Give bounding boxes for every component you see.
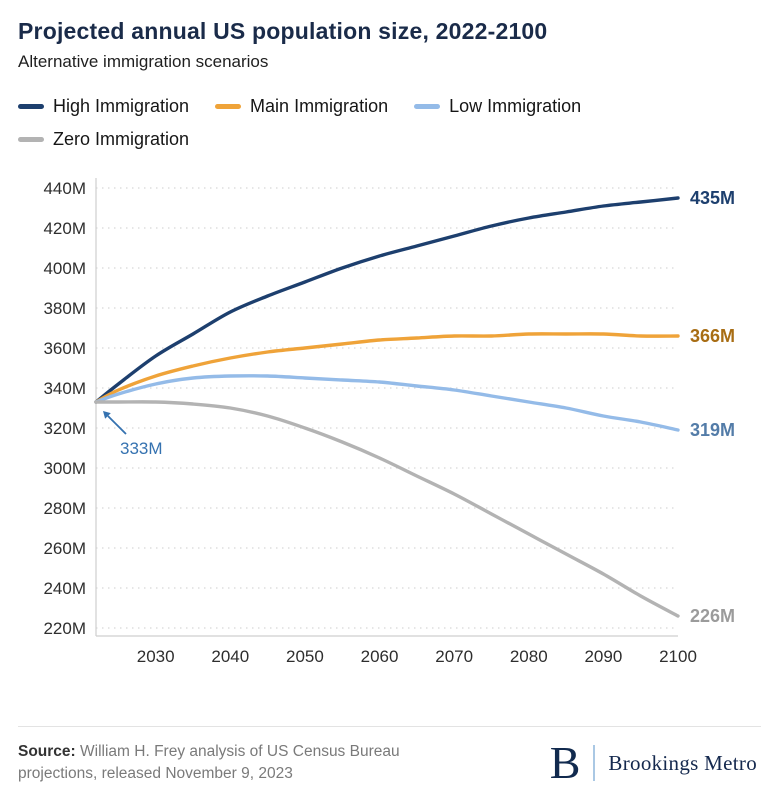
brookings-logo: B Brookings Metro [550, 740, 761, 786]
legend-swatch [18, 104, 44, 109]
series-end-label-zero-immigration: 226M [690, 606, 735, 626]
brookings-name: Brookings Metro [608, 750, 757, 775]
annotation-arrow [107, 415, 127, 435]
x-tick-label: 2050 [286, 647, 324, 666]
legend-swatch [18, 137, 44, 142]
source-body: William H. Frey analysis of US Census Bu… [18, 742, 400, 782]
x-tick-label: 2040 [211, 647, 249, 666]
footer: Source: William H. Frey analysis of US C… [18, 726, 761, 786]
brookings-b-letter: B [549, 737, 581, 788]
legend-label: Zero Immigration [53, 129, 190, 149]
legend: High Immigration Main Immigration Low Immi… [18, 96, 658, 150]
y-tick-label: 420M [43, 219, 86, 238]
x-tick-label: 2080 [510, 647, 548, 666]
y-tick-label: 340M [43, 379, 86, 398]
legend-label: Low Immigration [449, 96, 582, 116]
y-tick-label: 440M [43, 179, 86, 198]
legend-item-zero-immigration: Zero Immigration [18, 129, 189, 150]
series-end-label-high-immigration: 435M [690, 188, 735, 208]
chart-subtitle: Alternative immigration scenarios [18, 52, 269, 71]
chart-svg: 220M 240M 260M 280M 300M 320M 340M 360M 380M 400M… [43, 178, 735, 666]
series-end-label-low-immigration: 319M [690, 420, 735, 440]
y-tick-label: 320M [43, 419, 86, 438]
legend-item-low-immigration: Low Immigration [414, 96, 581, 117]
y-tick-label: 360M [43, 339, 86, 358]
y-tick-label: 300M [43, 459, 86, 478]
series-line-high-immigration [94, 196, 680, 404]
legend-swatch [215, 104, 242, 109]
legend-label: Main Immigration [250, 96, 389, 116]
x-tick-label: 2070 [435, 647, 473, 666]
legend-item-high-immigration: High Immigration [18, 96, 189, 117]
x-tick-label: 2100 [659, 647, 697, 666]
y-tick-label: 260M [43, 539, 86, 558]
y-tick-label: 380M [43, 299, 86, 318]
x-tick-label: 2060 [361, 647, 399, 666]
y-tick-label: 400M [43, 259, 86, 278]
legend-item-main-immigration: Main Immigration [215, 96, 388, 117]
series-end-label-main-immigration: 366M [690, 326, 735, 346]
logo-divider [593, 745, 596, 781]
annotation-arrowhead [103, 411, 111, 419]
line-chart: 220M 240M 260M 280M 300M 320M 340M 360M 380M 400M… [18, 158, 761, 726]
legend-label: High Immigration [53, 96, 190, 116]
series-line-low-immigration [94, 374, 680, 432]
source-text: Source: William H. Frey analysis of US C… [18, 741, 458, 786]
y-tick-label: 220M [43, 619, 86, 638]
y-tick-label: 280M [43, 499, 86, 518]
y-tick-label: 240M [43, 579, 86, 598]
series-line-main-immigration [94, 332, 680, 404]
legend-swatch [414, 104, 441, 109]
source-label: Source: [18, 742, 76, 760]
x-tick-label: 2090 [584, 647, 622, 666]
x-tick-label: 2030 [137, 647, 175, 666]
annotation-333m-text: 333M [120, 439, 163, 458]
series-line-zero-immigration [94, 400, 680, 618]
chart-title: Projected annual US population size, 202… [18, 18, 548, 44]
